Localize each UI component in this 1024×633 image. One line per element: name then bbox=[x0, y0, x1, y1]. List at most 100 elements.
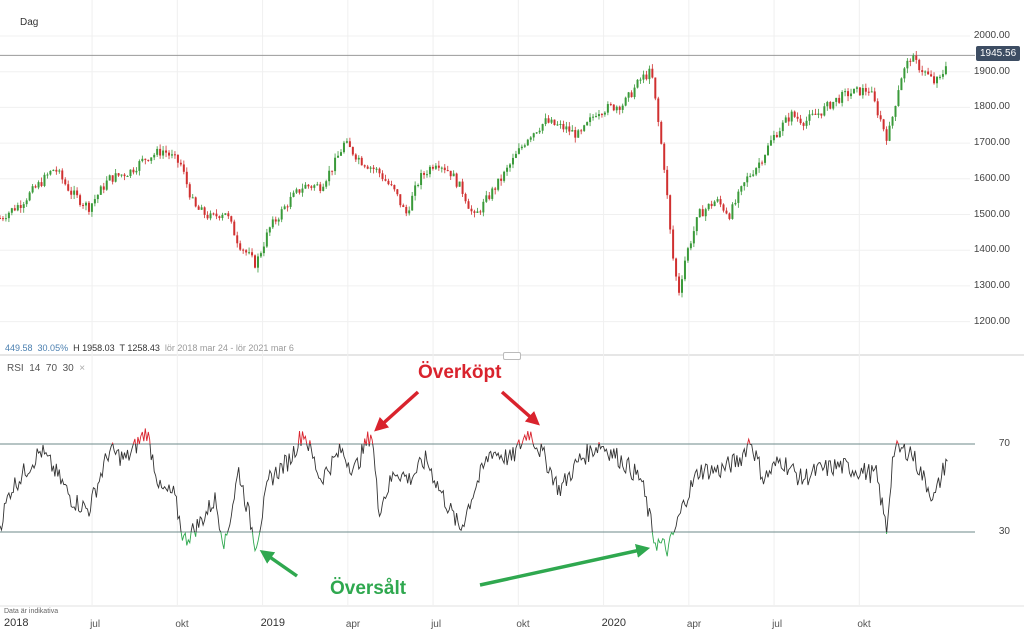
candle-body bbox=[218, 216, 221, 219]
rsi-oversold-segment bbox=[180, 532, 888, 557]
candle-body bbox=[375, 168, 378, 170]
candle-body bbox=[636, 79, 639, 88]
candle-body bbox=[841, 91, 844, 103]
candle-body bbox=[852, 88, 855, 94]
candle-body bbox=[844, 91, 847, 93]
candle-body bbox=[651, 68, 654, 78]
candle-body bbox=[823, 106, 826, 116]
candle-body bbox=[479, 211, 482, 213]
candle-body bbox=[826, 102, 829, 107]
candle-body bbox=[627, 92, 630, 98]
candle-body bbox=[716, 199, 719, 202]
candle-body bbox=[19, 205, 22, 208]
candle-body bbox=[283, 206, 286, 210]
candle-body bbox=[731, 204, 734, 219]
candle-body bbox=[778, 131, 781, 138]
candle-body bbox=[342, 142, 345, 153]
candle-body bbox=[206, 214, 209, 219]
candle-body bbox=[446, 170, 449, 172]
candle-body bbox=[488, 195, 491, 199]
candle-body bbox=[820, 113, 823, 116]
price-tick-label: 1600.00 bbox=[973, 172, 1010, 184]
candle-body bbox=[366, 166, 369, 169]
candle-body bbox=[900, 78, 903, 91]
candle-body bbox=[621, 105, 624, 110]
candle-body bbox=[357, 157, 360, 160]
candle-body bbox=[873, 91, 876, 102]
candle-body bbox=[322, 186, 325, 191]
candle-body bbox=[663, 143, 666, 170]
candle-body bbox=[523, 145, 526, 147]
rsi-close-icon[interactable]: × bbox=[79, 363, 86, 374]
candle-body bbox=[891, 116, 894, 126]
candle-body bbox=[586, 122, 589, 126]
interval-label[interactable]: Dag bbox=[20, 17, 39, 28]
rsi-panel bbox=[0, 428, 948, 557]
candle-body bbox=[405, 206, 408, 214]
candle-body bbox=[600, 114, 603, 116]
x-tick-label: apr bbox=[345, 619, 361, 630]
candle-body bbox=[565, 126, 568, 130]
rsi-upper: 70 bbox=[45, 363, 58, 374]
candle-body bbox=[316, 184, 319, 186]
candle-body bbox=[781, 122, 784, 132]
candle-body bbox=[188, 184, 191, 198]
candle-body bbox=[348, 141, 351, 148]
candle-body bbox=[734, 202, 737, 205]
candle-body bbox=[334, 157, 337, 172]
candle-body bbox=[535, 132, 538, 134]
candle-body bbox=[280, 209, 283, 220]
candle-body bbox=[577, 130, 580, 138]
candle-body bbox=[233, 221, 236, 236]
candle-body bbox=[396, 189, 399, 195]
candle-body bbox=[411, 195, 414, 211]
candle-body bbox=[224, 213, 227, 215]
candle-body bbox=[503, 171, 506, 181]
candle-body bbox=[633, 87, 636, 98]
date-range: lör 2018 mar 24 - lör 2021 mar 6 bbox=[164, 343, 294, 353]
candle-body bbox=[796, 116, 799, 119]
candle-body bbox=[464, 193, 467, 202]
candle-body bbox=[882, 119, 885, 130]
candle-body bbox=[242, 249, 245, 251]
candle-body bbox=[25, 200, 28, 205]
candle-body bbox=[129, 169, 132, 177]
candle-body bbox=[340, 152, 342, 156]
candle-body bbox=[927, 71, 930, 75]
candle-body bbox=[277, 219, 280, 222]
overbought-arrow-left bbox=[374, 390, 420, 432]
candle-body bbox=[319, 184, 322, 191]
candle-body bbox=[482, 201, 485, 213]
candle-body bbox=[387, 180, 390, 185]
candle-body bbox=[185, 171, 188, 185]
candle-body bbox=[76, 190, 79, 196]
candle-body bbox=[698, 209, 701, 218]
candle-body bbox=[79, 195, 82, 205]
panel-resize-handle[interactable] bbox=[503, 352, 521, 360]
candle-body bbox=[743, 182, 746, 187]
high-value: H 1958.03 bbox=[73, 343, 115, 353]
candle-body bbox=[390, 184, 393, 186]
candle-body bbox=[372, 167, 375, 169]
candle-body bbox=[509, 164, 512, 168]
candle-body bbox=[96, 194, 99, 200]
candle-body bbox=[692, 231, 695, 244]
candle-body bbox=[458, 181, 461, 187]
candle-body bbox=[259, 253, 262, 257]
candle-body bbox=[420, 173, 423, 186]
price-tick-label: 1800.00 bbox=[973, 101, 1010, 113]
candle-body bbox=[440, 167, 443, 169]
candle-body bbox=[829, 102, 832, 109]
candle-body bbox=[7, 212, 10, 219]
candle-body bbox=[858, 87, 861, 96]
candle-body bbox=[34, 186, 37, 188]
candle-body bbox=[399, 194, 402, 206]
candle-body bbox=[434, 165, 437, 169]
candle-body bbox=[669, 195, 672, 230]
candle-body bbox=[461, 181, 464, 194]
candle-body bbox=[212, 213, 215, 215]
candle-body bbox=[719, 199, 722, 205]
candle-body bbox=[506, 167, 509, 172]
